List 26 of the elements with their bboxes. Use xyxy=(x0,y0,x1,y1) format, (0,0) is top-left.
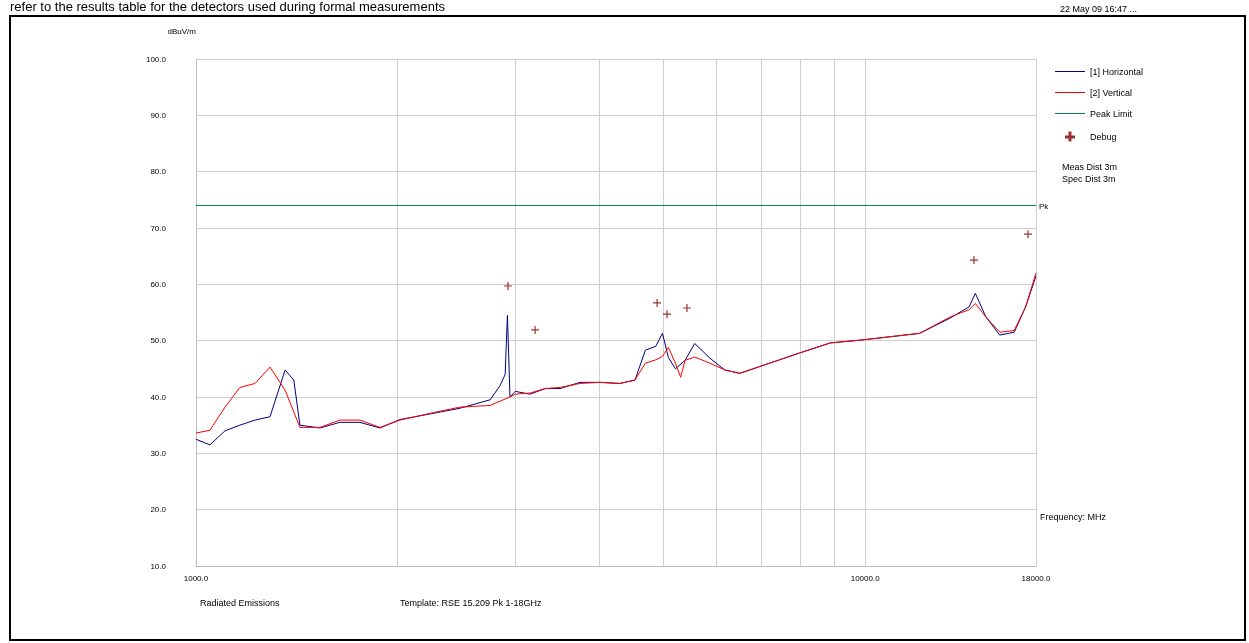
text: 22 May 09 16:47 ... xyxy=(1060,3,1138,14)
text: Template: RSE 15.209 Pk 1-18GHz xyxy=(400,597,543,608)
x-tick-label: 18000.0 xyxy=(1021,573,1052,583)
y-tick-label: 10.0 xyxy=(150,561,167,571)
y-axis-title: dBuV/m xyxy=(167,26,197,36)
y-tick-label: 100.0 xyxy=(145,54,167,64)
y-tick-label: 80.0 xyxy=(150,167,167,177)
y-tick-label: 60.0 xyxy=(150,279,167,289)
y-tick-label: 70.0 xyxy=(150,223,167,233)
text: Meas Dist 3m xyxy=(1062,161,1118,172)
y-tick-label: 40.0 xyxy=(150,392,167,402)
x-tick-label: 10000.0 xyxy=(850,573,881,583)
text: Spec Dist 3m xyxy=(1062,173,1116,184)
y-tick-label: 50.0 xyxy=(150,336,167,346)
x-axis-title: Frequency: MHz xyxy=(1040,511,1107,522)
legend-label: [2] Vertical xyxy=(1090,87,1133,98)
annotation: Pk xyxy=(1039,201,1050,211)
legend-label: Debug xyxy=(1090,131,1117,142)
legend-label: [1] Horizontal xyxy=(1090,66,1144,77)
y-tick-label: 20.0 xyxy=(150,505,167,515)
x-tick-label: 1000.0 xyxy=(183,573,209,583)
text: Radiated Emissions xyxy=(200,597,281,608)
y-tick-label: 30.0 xyxy=(150,448,167,458)
text: refer to the results table for the detectors used during formal measurements xyxy=(10,0,446,14)
legend-label: Peak Limit xyxy=(1090,108,1133,119)
y-tick-label: 90.0 xyxy=(150,110,167,120)
